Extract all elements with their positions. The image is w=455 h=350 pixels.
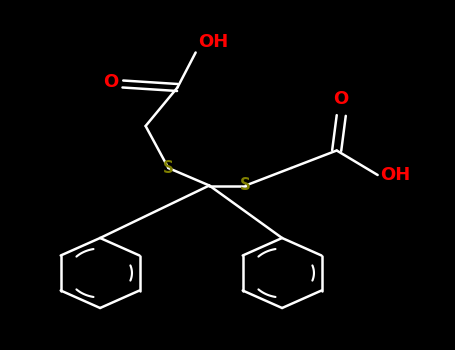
Text: S: S (240, 176, 251, 195)
Text: S: S (163, 159, 174, 177)
Text: O: O (334, 91, 349, 108)
Text: OH: OH (198, 33, 228, 51)
Text: O: O (103, 73, 118, 91)
Text: OH: OH (380, 166, 410, 184)
